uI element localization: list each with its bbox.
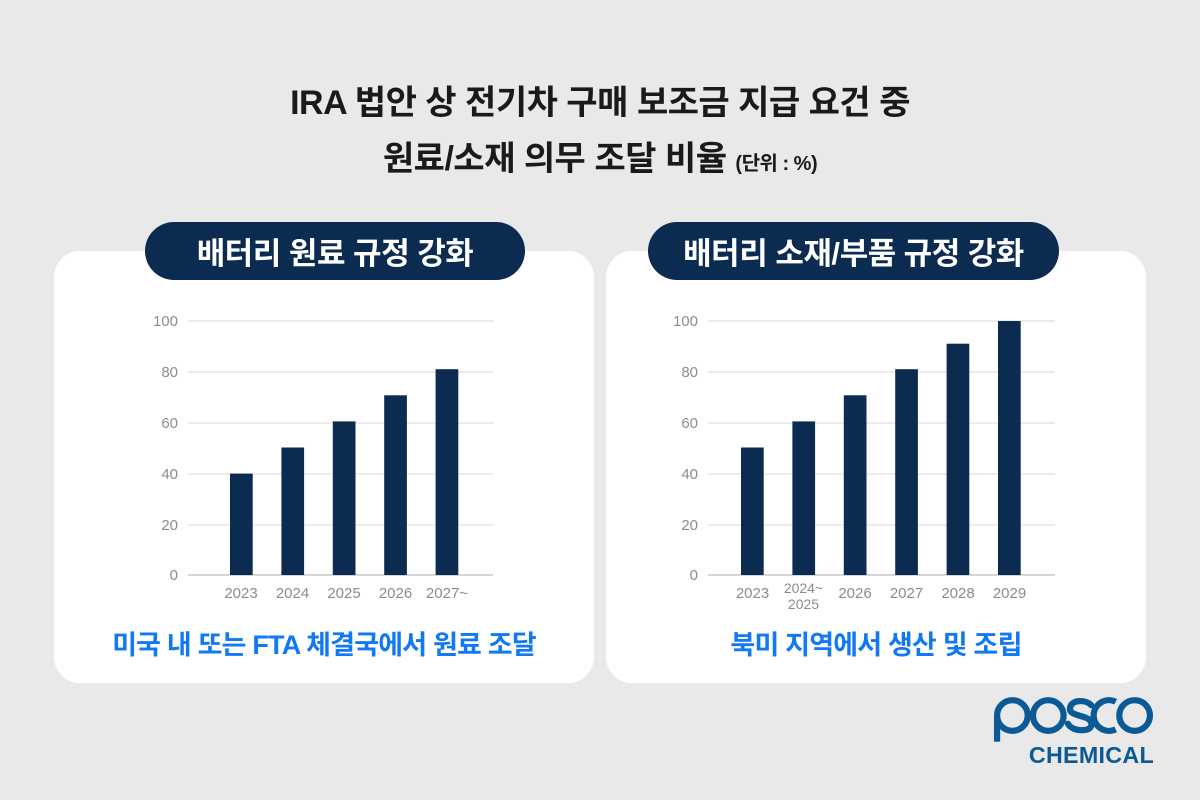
- svg-text:2026: 2026: [838, 585, 871, 602]
- svg-text:CHEMICAL: CHEMICAL: [1029, 742, 1154, 767]
- svg-text:2024~: 2024~: [784, 580, 823, 596]
- svg-text:80: 80: [161, 364, 178, 381]
- svg-text:2024: 2024: [276, 585, 309, 602]
- svg-text:20: 20: [161, 517, 178, 534]
- svg-text:100: 100: [153, 313, 178, 330]
- svg-text:2027~: 2027~: [426, 585, 468, 602]
- svg-text:60: 60: [681, 415, 698, 432]
- svg-text:0: 0: [690, 567, 698, 584]
- svg-text:60: 60: [161, 415, 178, 432]
- svg-text:40: 40: [681, 466, 698, 483]
- svg-text:2023: 2023: [736, 585, 769, 602]
- svg-text:0: 0: [170, 567, 178, 584]
- svg-text:2028: 2028: [941, 585, 974, 602]
- svg-text:2025: 2025: [327, 585, 360, 602]
- svg-text:2023: 2023: [224, 585, 257, 602]
- svg-text:40: 40: [161, 466, 178, 483]
- svg-text:2029: 2029: [993, 585, 1026, 602]
- svg-text:2026: 2026: [379, 585, 412, 602]
- svg-text:2025: 2025: [788, 596, 819, 612]
- svg-text:2027: 2027: [890, 585, 923, 602]
- svg-text:100: 100: [673, 313, 698, 330]
- svg-text:20: 20: [681, 517, 698, 534]
- svg-text:80: 80: [681, 364, 698, 381]
